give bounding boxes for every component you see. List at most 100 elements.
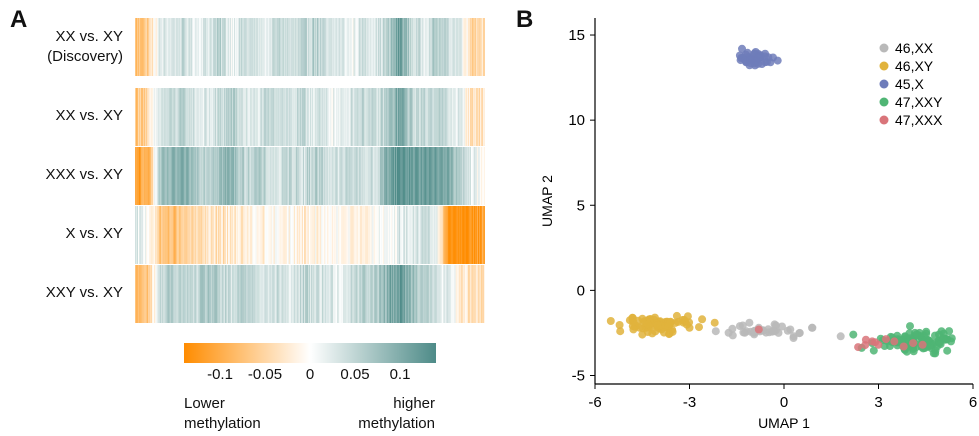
heatmap-cell (321, 206, 323, 264)
scatter-point (766, 58, 775, 67)
heatmap-cell (448, 147, 450, 205)
heatmap-row-5 (135, 265, 485, 323)
heatmap-cell (310, 265, 312, 323)
heatmap-cell (468, 206, 471, 264)
heatmap-cell (347, 88, 349, 146)
heatmap-cell (453, 18, 455, 76)
heatmap-cell (321, 18, 323, 76)
heatmap-cell (405, 265, 407, 323)
heatmap-cell (272, 147, 274, 205)
heatmap-cell (445, 265, 447, 323)
heatmap-cell (155, 265, 157, 323)
heatmap-cell (278, 265, 280, 323)
heatmap-cell (149, 88, 151, 146)
heatmap-cell (340, 265, 342, 323)
heatmap-cell (274, 265, 276, 323)
heatmap-cell (432, 206, 434, 264)
heatmap-cell (251, 147, 253, 205)
heatmap-cell (158, 147, 160, 205)
heatmap-cell (332, 147, 334, 205)
heatmap-cell (216, 265, 219, 323)
heatmap-cell (279, 147, 281, 205)
heatmap-cell (193, 147, 195, 205)
heatmap-cell (339, 206, 341, 264)
heatmap-cell (440, 88, 442, 146)
heatmap-cell (216, 18, 219, 76)
heatmap-cell (469, 18, 472, 76)
heatmap-cell (293, 18, 296, 76)
heatmap-cell (474, 88, 477, 146)
heatmap-cell (204, 18, 207, 76)
heatmap-cell (422, 265, 424, 323)
heatmap-cell (409, 206, 411, 264)
heatmap-cell (229, 206, 231, 264)
heatmap-cell (388, 265, 391, 323)
heatmap-cell (157, 88, 159, 146)
heatmap-cell (479, 206, 482, 264)
heatmap-cell (138, 147, 140, 205)
heatmap-cell (319, 18, 321, 76)
heatmap-cell (399, 206, 401, 264)
heatmap-cell (330, 88, 332, 146)
heatmap-cell (464, 206, 467, 264)
heatmap-cell (456, 206, 458, 264)
heatmap-cell (300, 265, 303, 323)
heatmap-cell (339, 147, 341, 205)
heatmap-cell (414, 147, 416, 205)
heatmap-cell (404, 265, 406, 323)
heatmap-cell (430, 265, 432, 323)
heatmap-cell (198, 265, 201, 323)
heatmap-cell (201, 88, 204, 146)
heatmap-cell (283, 265, 286, 323)
heatmap-cell (333, 206, 335, 264)
heatmap-cell (380, 88, 383, 146)
heatmap-cell (368, 88, 370, 146)
heatmap-cell (469, 147, 472, 205)
heatmap-cell (141, 18, 143, 76)
heatmap-cell (458, 206, 461, 264)
heatmap-cell (387, 88, 390, 146)
heatmap-cell (211, 147, 214, 205)
scatter-point (674, 317, 683, 326)
heatmap-cell (239, 265, 241, 323)
heatmap-cell (266, 18, 268, 76)
heatmap-cell (250, 18, 252, 76)
heatmap-cell (331, 265, 333, 323)
heatmap-cell (398, 18, 400, 76)
heatmap-cell (401, 88, 403, 146)
heatmap-cell (447, 147, 449, 205)
heatmap-cell (165, 18, 167, 76)
heatmap-cell (445, 88, 447, 146)
heatmap-cell (194, 18, 196, 76)
heatmap-cell (166, 147, 168, 205)
heatmap-cell (461, 18, 464, 76)
heatmap-cell (350, 147, 352, 205)
heatmap-cell (270, 147, 272, 205)
heatmap-cell (377, 88, 380, 146)
heatmap-cell (420, 265, 422, 323)
heatmap-cell (439, 206, 441, 264)
heatmap-cell (386, 147, 389, 205)
heatmap-cell (217, 147, 220, 205)
heatmap-cell (361, 206, 363, 264)
heatmap-cell (413, 265, 415, 323)
heatmap-cell (458, 147, 461, 205)
heatmap-cell (170, 147, 172, 205)
heatmap-cell (250, 147, 252, 205)
heatmap-cell (426, 206, 428, 264)
heatmap-cell (326, 147, 328, 205)
heatmap-cell (419, 206, 421, 264)
heatmap-cell (442, 265, 444, 323)
heatmap-cell (240, 206, 242, 264)
heatmap-cell (369, 206, 371, 264)
heatmap-cell (355, 147, 357, 205)
heatmap-cell (246, 265, 248, 323)
heatmap-cell (321, 88, 323, 146)
heatmap-cell (472, 18, 475, 76)
heatmap-cell (451, 18, 453, 76)
heatmap-cell (332, 88, 334, 146)
heatmap-cell (136, 88, 138, 146)
heatmap-cell (449, 206, 451, 264)
heatmap-cell (346, 88, 348, 146)
heatmap-cell (335, 147, 337, 205)
